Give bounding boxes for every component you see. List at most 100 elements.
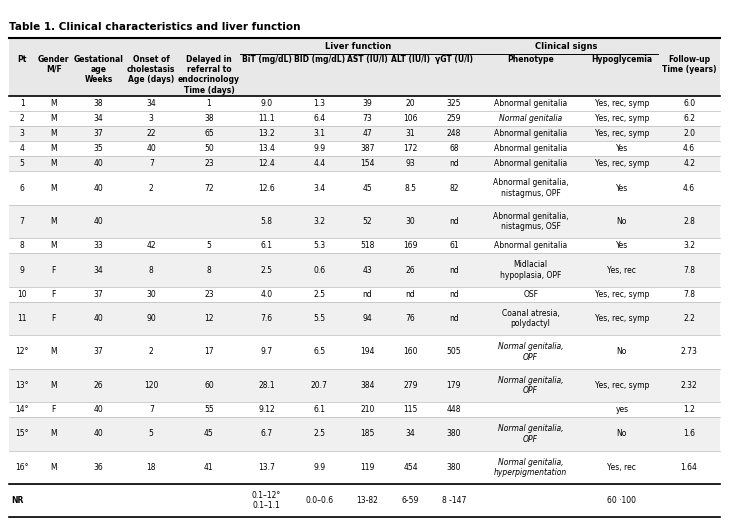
Text: 6.2: 6.2 [683,114,695,123]
Text: Normal genitalia,
OPF: Normal genitalia, OPF [498,376,564,395]
Text: 13-82: 13-82 [356,496,378,505]
Text: 1.6: 1.6 [683,430,695,439]
Text: 279: 279 [403,381,418,390]
Text: 120: 120 [144,381,158,390]
Text: Abnormal genitalia: Abnormal genitalia [494,129,567,138]
Text: 448: 448 [447,405,461,414]
Text: 17: 17 [204,347,214,356]
Text: 14°: 14° [15,405,29,414]
Text: 55: 55 [204,405,214,414]
Text: 5.5: 5.5 [313,314,325,323]
Text: M: M [50,241,57,250]
Text: 9.12: 9.12 [258,405,275,414]
Text: 72: 72 [204,183,214,193]
Text: 34: 34 [147,99,156,107]
Text: 384: 384 [360,381,375,390]
Text: 210: 210 [360,405,375,414]
Text: 9.0: 9.0 [260,99,273,107]
Text: 11: 11 [17,314,27,323]
Text: Yes, rec, symp: Yes, rec, symp [595,159,649,168]
Text: M: M [50,129,57,138]
Text: 387: 387 [360,144,375,153]
Text: 8: 8 [149,266,154,275]
Text: M: M [50,381,57,390]
Text: F: F [52,290,56,299]
Text: 60 ·100: 60 ·100 [607,496,636,505]
Text: 43: 43 [362,266,373,275]
Text: 4.6: 4.6 [683,144,695,153]
Text: 248: 248 [447,129,461,138]
Text: 2: 2 [149,183,154,193]
Text: 380: 380 [447,463,461,472]
Text: 37: 37 [93,129,104,138]
Text: 4.2: 4.2 [683,159,695,168]
Text: 30: 30 [406,217,416,226]
Text: 40: 40 [93,217,104,226]
Text: 93: 93 [406,159,416,168]
Text: Liver function: Liver function [324,42,391,51]
Text: 36: 36 [93,463,104,472]
Text: 454: 454 [403,463,418,472]
Text: F: F [52,314,56,323]
Text: 380: 380 [447,430,461,439]
Text: 9.7: 9.7 [260,347,273,356]
Text: 7.6: 7.6 [260,314,273,323]
Text: 6.7: 6.7 [260,430,273,439]
Text: 68: 68 [449,144,459,153]
Text: 23: 23 [204,290,214,299]
Text: Gestational
age
Weeks: Gestational age Weeks [74,54,123,84]
Text: M: M [50,347,57,356]
Text: M: M [50,114,57,123]
Text: nd: nd [449,159,459,168]
Text: 5.8: 5.8 [260,217,273,226]
Text: 3.2: 3.2 [683,241,695,250]
Text: M: M [50,217,57,226]
Text: 23: 23 [204,159,214,168]
Text: Yes, rec, symp: Yes, rec, symp [595,314,649,323]
Text: Yes, rec, symp: Yes, rec, symp [595,129,649,138]
Text: 30: 30 [147,290,156,299]
Text: Abnormal genitalia,
nistagmus, OSF: Abnormal genitalia, nistagmus, OSF [493,212,569,231]
Bar [9,417,720,451]
Text: 185: 185 [360,430,375,439]
Text: 6: 6 [20,183,25,193]
Text: 60: 60 [204,381,214,390]
Text: 16°: 16° [15,463,29,472]
Bar [9,156,720,171]
Text: 154: 154 [360,159,375,168]
Text: 1.2: 1.2 [683,405,695,414]
Text: NR: NR [12,496,24,505]
Text: 0.1–12°
0.1–1.1: 0.1–12° 0.1–1.1 [252,491,281,510]
Text: 41: 41 [204,463,214,472]
Text: γGT (U/l): γGT (U/l) [434,54,473,63]
Text: 2.73: 2.73 [681,347,698,356]
Text: Abnormal genitalia: Abnormal genitalia [494,241,567,250]
Text: 5: 5 [206,241,211,250]
Text: 6.5: 6.5 [313,347,325,356]
Text: 9.9: 9.9 [313,463,325,472]
Text: 42: 42 [147,241,156,250]
Text: 8.5: 8.5 [405,183,416,193]
Text: 160: 160 [403,347,418,356]
Text: nd: nd [449,217,459,226]
Text: 119: 119 [360,463,375,472]
Text: 2.0: 2.0 [683,129,695,138]
Text: 172: 172 [403,144,418,153]
Bar [9,302,720,335]
Text: 6-59: 6-59 [402,496,419,505]
Text: 179: 179 [447,381,461,390]
Text: Normal genitalia: Normal genitalia [499,114,562,123]
Text: 169: 169 [403,241,418,250]
Text: 115: 115 [403,405,418,414]
Text: 2.5: 2.5 [260,266,273,275]
Text: F: F [52,405,56,414]
Text: nd: nd [449,314,459,323]
Text: ALT (IU/l): ALT (IU/l) [391,54,430,63]
Text: Yes, rec, symp: Yes, rec, symp [595,381,649,390]
Text: M: M [50,99,57,107]
Text: 7: 7 [149,405,154,414]
Text: Abnormal genitalia: Abnormal genitalia [494,159,567,168]
Text: 22: 22 [147,129,156,138]
Text: 12.4: 12.4 [258,159,275,168]
Text: 5: 5 [149,430,154,439]
